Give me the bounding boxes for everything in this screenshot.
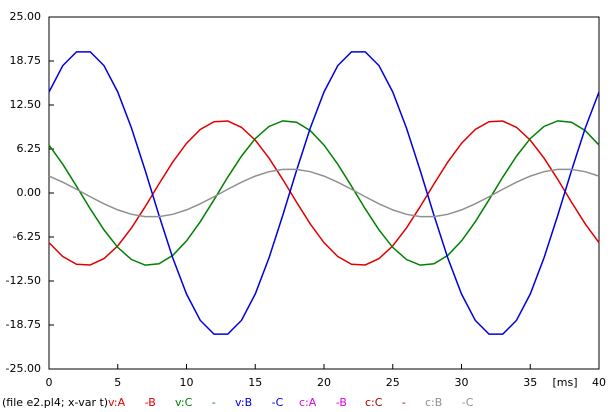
y-tick-label: -25.00 [6,362,41,375]
y-tick-label: 0.00 [17,186,42,199]
y-tick-label: -12.50 [6,274,41,287]
series-line [48,168,600,218]
x-tick-label: 25 [386,376,400,389]
y-tick-label: -18.75 [6,318,41,331]
series-line [48,51,600,335]
legend-entry: c:A -B [299,396,347,409]
legend-entry: v:C - [175,396,216,409]
y-tick-label: 25.00 [10,10,42,23]
series-line [48,120,600,266]
x-tick-label: 20 [317,376,331,389]
x-tick-label: 35 [523,376,537,389]
x-tick-label: 5 [114,376,121,389]
x-tick-label: 10 [180,376,194,389]
y-tick-label: 12.50 [10,98,42,111]
plot-frame [48,16,600,370]
legend-entry: c:B -C [425,396,474,409]
legend-entry: v:B -C [235,396,284,409]
y-tick-label: -6.25 [13,230,41,243]
series-line [48,120,600,266]
x-tick-label: 40 [592,376,606,389]
legend-entry: c:C - [365,396,406,409]
x-tick-label: 30 [455,376,469,389]
x-tick-label: 15 [248,376,262,389]
file-label: (file e2.pl4; x-var t) [2,396,108,409]
y-tick-label: 6.25 [17,142,42,155]
x-tick-label: 0 [46,376,53,389]
x-axis-label: [ms] [552,376,577,389]
y-tick-label: 18.75 [10,54,42,67]
legend-entry: v:A -B [108,396,156,409]
